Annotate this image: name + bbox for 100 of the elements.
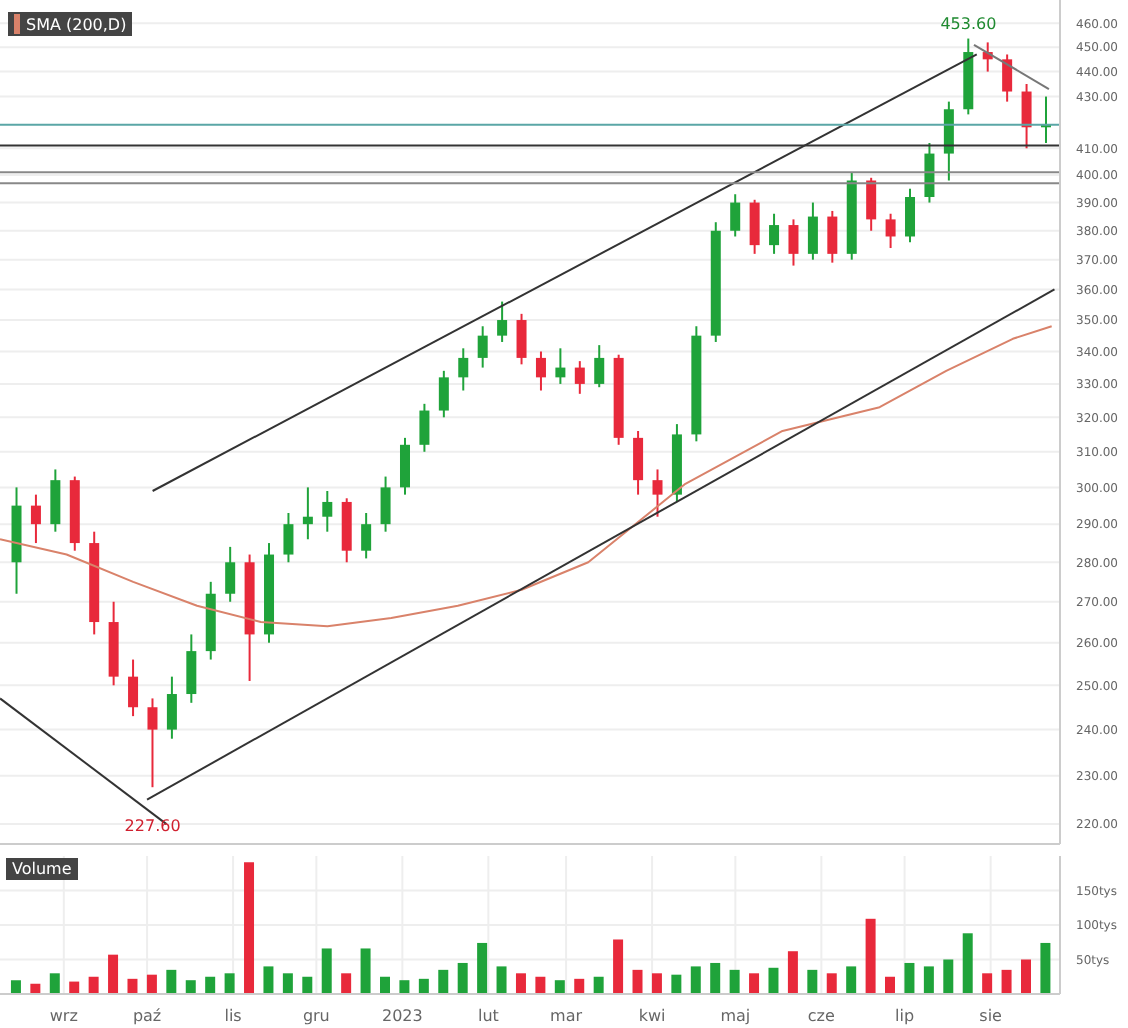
candlestick	[283, 512, 294, 564]
bar	[88, 976, 99, 994]
candlestick	[302, 486, 313, 541]
x-tick-label: maj	[720, 1007, 751, 1026]
candlestick	[477, 325, 488, 369]
bar	[166, 969, 177, 994]
bar	[399, 980, 410, 994]
bar	[1001, 969, 1012, 994]
bar	[710, 962, 721, 994]
bar	[865, 918, 876, 994]
bar	[885, 976, 896, 994]
bar	[457, 962, 468, 994]
candlestick	[788, 218, 799, 267]
candlestick	[749, 198, 760, 255]
annotation: 453.60	[940, 14, 997, 33]
candlestick	[166, 675, 177, 740]
bar	[49, 973, 60, 994]
candlestick	[380, 475, 391, 533]
candlestick	[885, 212, 896, 250]
candlestick	[128, 658, 139, 718]
bar	[846, 966, 857, 994]
annotation: 227.60	[124, 816, 181, 835]
x-tick-label: mar	[550, 1007, 584, 1026]
bar	[749, 973, 760, 994]
bar	[379, 976, 390, 994]
bar	[982, 973, 993, 994]
bar	[244, 862, 255, 994]
bar	[943, 959, 954, 994]
bar	[574, 978, 585, 994]
bar	[593, 976, 604, 994]
candlestick	[186, 633, 197, 704]
bar	[671, 974, 682, 994]
bar	[341, 973, 352, 994]
bar	[10, 980, 21, 994]
candlestick	[1002, 53, 1013, 103]
bar	[418, 978, 429, 994]
candlestick	[943, 100, 954, 182]
x-tick-label: cze	[807, 1007, 836, 1026]
bar	[535, 976, 546, 994]
candlestick	[594, 344, 605, 389]
bar	[205, 976, 216, 994]
bar	[108, 954, 119, 994]
bar	[282, 973, 293, 994]
bar	[651, 973, 662, 994]
bar	[554, 980, 565, 994]
candlestick	[458, 347, 469, 392]
bar	[302, 976, 313, 994]
bar	[1040, 942, 1051, 994]
x-tick-label: wrz	[49, 1007, 78, 1026]
bar	[787, 951, 798, 994]
candlestick	[769, 212, 780, 255]
x-tick-label: 2023	[382, 1007, 423, 1026]
bar	[729, 969, 740, 994]
candlestick	[419, 402, 430, 453]
candlestick	[1021, 83, 1032, 150]
bar	[360, 948, 371, 994]
candlestick	[438, 369, 449, 419]
bar	[613, 939, 624, 994]
bar	[962, 933, 973, 994]
candlestick	[30, 493, 41, 545]
candlestick	[322, 490, 333, 533]
candlestick	[497, 300, 508, 343]
bar	[263, 966, 274, 994]
candlestick	[652, 468, 663, 518]
bar	[923, 966, 934, 994]
bar	[690, 966, 701, 994]
candlestick	[225, 545, 236, 603]
x-tick-label: lip	[895, 1007, 915, 1026]
bar	[826, 973, 837, 994]
candlestick	[866, 176, 877, 232]
candlestick	[361, 512, 372, 560]
bar	[515, 973, 526, 994]
x-tick-label: lis	[224, 1007, 242, 1026]
bar	[438, 969, 449, 994]
bar	[632, 969, 643, 994]
candlestick	[147, 697, 158, 789]
candlestick	[574, 360, 585, 395]
legend-label: SMA (200,D)	[26, 15, 127, 33]
candlestick	[516, 312, 527, 366]
chart-title: Volume	[6, 858, 78, 880]
candlestick	[730, 193, 741, 238]
candlestick	[399, 436, 410, 496]
candlestick	[633, 429, 644, 496]
candlestick	[535, 350, 546, 392]
candlestick	[827, 209, 838, 264]
candlestick	[50, 468, 61, 533]
x-tick-label: lut	[477, 1007, 499, 1026]
candlestick	[807, 201, 818, 261]
bar	[127, 978, 138, 994]
bar	[1020, 959, 1031, 994]
x-tick-label: sie	[979, 1007, 1003, 1026]
candlestick	[924, 141, 935, 204]
bar	[807, 969, 818, 994]
bar	[768, 967, 779, 994]
bar	[224, 973, 235, 994]
candlestick	[905, 187, 916, 244]
bar	[496, 966, 507, 994]
x-tick-label: kwi	[638, 1007, 666, 1026]
bar	[146, 974, 157, 994]
bar	[904, 962, 915, 994]
